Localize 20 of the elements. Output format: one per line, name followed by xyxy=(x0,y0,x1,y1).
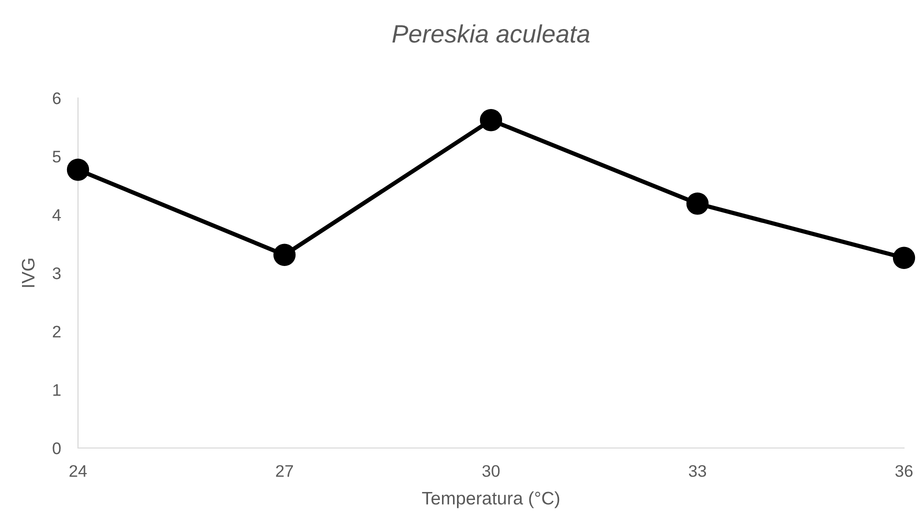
point xyxy=(480,109,502,132)
chart-title: Pereskia aculeata xyxy=(392,24,590,43)
x-tick-label: 24 xyxy=(70,465,87,477)
point xyxy=(66,158,90,181)
y-tick-label: 3 xyxy=(52,267,61,280)
y-tick-label: 4 xyxy=(52,209,61,221)
x-tick-label: 27 xyxy=(276,465,293,477)
x-axis-title: Temperatura (°C) xyxy=(422,491,560,508)
x-tick-label: 30 xyxy=(482,465,500,477)
x-tick-label: 36 xyxy=(895,465,913,477)
y-axis-title: IVG xyxy=(22,258,35,287)
y-tick-label: 1 xyxy=(53,384,61,396)
point xyxy=(892,246,916,269)
point xyxy=(273,244,296,266)
y-tick-label: 2 xyxy=(52,326,60,338)
y-tick-label: 6 xyxy=(52,92,61,104)
y-tick-label: 0 xyxy=(52,442,61,454)
point xyxy=(686,192,709,215)
x-tick-label: 33 xyxy=(688,465,706,477)
y-tick-label: 5 xyxy=(52,150,61,163)
